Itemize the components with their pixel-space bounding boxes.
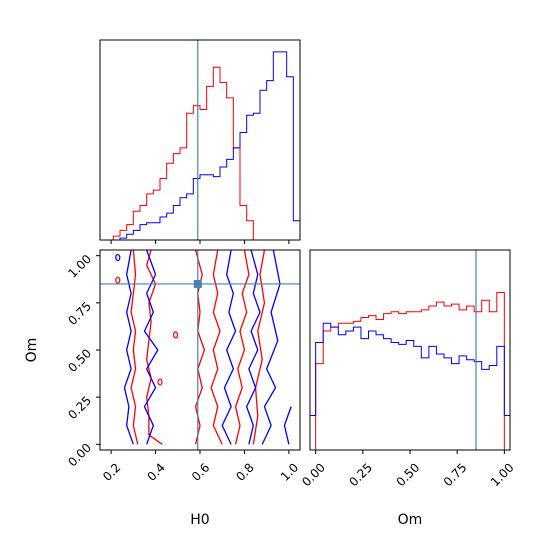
- contour-line-6: [123, 250, 134, 445]
- h0-axis-label: H0: [190, 512, 209, 528]
- om-x-tick-label: 0.75: [441, 460, 470, 489]
- contour-line-0: [130, 250, 139, 445]
- contour-line-5: [252, 250, 266, 445]
- h0-panel-frame: [99, 39, 301, 241]
- h0-om-contour-panel: 0.2 0.4 0.6 0.8 1.0 0.00 0.25 0.50 0.75 1.00: [65, 249, 301, 484]
- contour-line-3: [210, 250, 223, 445]
- h0-marginal-panel: [99, 39, 301, 244]
- om-x-tick-label: 1.00: [488, 460, 517, 489]
- h0-tick-label: 0.8: [233, 460, 256, 483]
- om-marginal-panel: 0.00 0.25 0.50 0.75 1.00: [299, 249, 517, 489]
- contour-line-10: [261, 250, 281, 445]
- contour-island-2: [115, 253, 121, 262]
- h0-tick-label: 0.6: [189, 460, 212, 483]
- om-x-axis-label: Om: [398, 512, 423, 528]
- om-y-tick-label: 0.75: [65, 299, 94, 328]
- om-y-axis-label: Om: [24, 338, 40, 363]
- contour-line-1: [145, 250, 163, 445]
- contour-line-11: [283, 406, 292, 445]
- contour-island-0: [172, 331, 179, 339]
- om-panel-frame: [309, 249, 511, 451]
- om-histogram-series-0: [310, 292, 510, 451]
- contour-line-7: [143, 250, 159, 445]
- om-y-tick-label: 0.50: [65, 346, 94, 375]
- om-x-tick-label: 0.00: [299, 460, 328, 489]
- contour-lines: [115, 250, 292, 445]
- truth-marker: [193, 279, 202, 288]
- contour-line-2: [194, 250, 206, 445]
- om-y-tick-label: 1.00: [65, 252, 94, 281]
- om-x-tick-label: 0.50: [394, 460, 423, 489]
- contour-line-4: [234, 250, 250, 445]
- h0-tick-label: 0.4: [144, 460, 167, 483]
- h0-histogram-series-1: [100, 51, 300, 241]
- om-histogram-series-1: [309, 322, 511, 450]
- om-y-tick-label: 0.25: [65, 393, 94, 422]
- om-y-tick-label: 0.00: [65, 441, 94, 470]
- h0-histogram-series-0: [100, 66, 300, 241]
- contour-line-8: [221, 250, 237, 445]
- contour-island-3: [115, 276, 121, 284]
- om-x-tick-label: 0.25: [346, 460, 375, 489]
- h0-tick-label: 1.0: [278, 460, 301, 483]
- contour-island-1: [157, 378, 163, 386]
- contour-line-9: [245, 250, 261, 445]
- h0-tick-label: 0.2: [100, 460, 123, 483]
